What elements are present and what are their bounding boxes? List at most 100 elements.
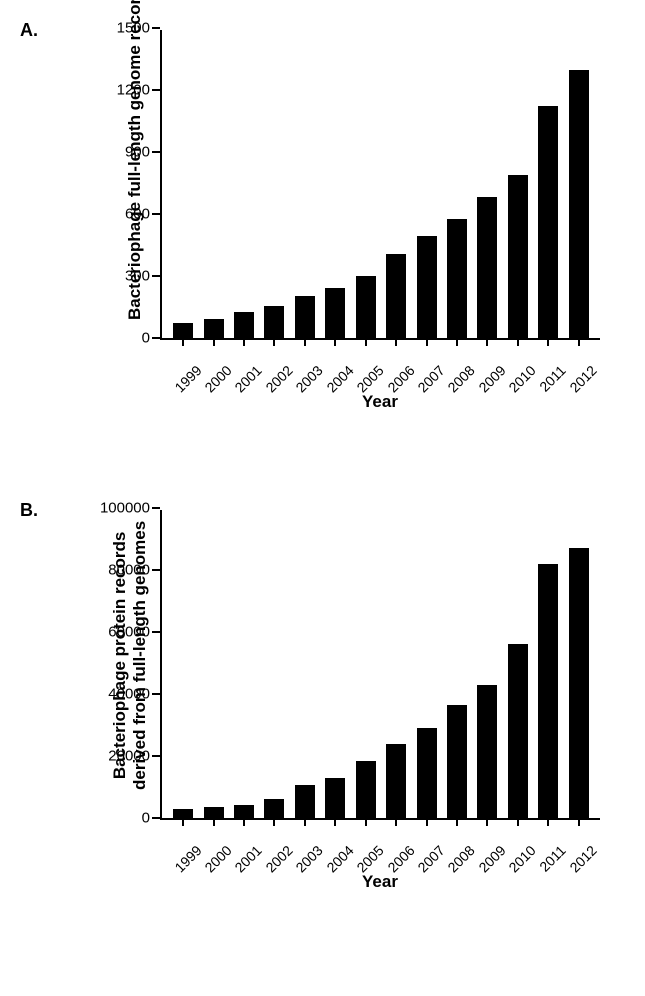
ytick-label: 1500 xyxy=(117,20,150,37)
bar-slot xyxy=(198,510,228,818)
bar-slot xyxy=(259,30,289,338)
xtick-label: 2010 xyxy=(506,842,539,875)
xtick-mark xyxy=(517,338,519,346)
xtick-mark xyxy=(426,338,428,346)
xtick-mark xyxy=(273,338,275,346)
bar xyxy=(417,728,437,818)
bar-slot xyxy=(472,510,502,818)
xtick-label: 2009 xyxy=(475,842,508,875)
ytick-label: 40000 xyxy=(108,686,150,703)
xtick-label: 1999 xyxy=(171,842,204,875)
bar xyxy=(569,548,589,818)
xtick-label: 2010 xyxy=(506,362,539,395)
bar xyxy=(447,219,467,338)
xtick-label: 2007 xyxy=(414,842,447,875)
ytick-label: 0 xyxy=(142,810,150,827)
xtick-label: 2008 xyxy=(445,842,478,875)
bar xyxy=(477,197,497,338)
ytick-label: 1200 xyxy=(117,82,150,99)
ytick-mark xyxy=(152,89,160,91)
ytick-label: 600 xyxy=(125,206,150,223)
xtick-mark xyxy=(486,818,488,826)
bar-slot xyxy=(259,510,289,818)
xtick-label: 2000 xyxy=(202,362,235,395)
xtick-label: 2005 xyxy=(354,842,387,875)
xtick-label: 2011 xyxy=(536,362,569,395)
panel-a-bars xyxy=(162,30,600,338)
xtick-label: 2002 xyxy=(262,842,295,875)
bar xyxy=(447,705,467,818)
ytick-mark xyxy=(152,275,160,277)
panel-a: A. Bacteriophage full-length genome reco… xyxy=(20,20,615,490)
xtick-mark xyxy=(395,818,397,826)
bar xyxy=(386,254,406,338)
xtick-label: 2003 xyxy=(293,362,326,395)
bar-slot xyxy=(563,30,593,338)
panel-a-chart: Bacteriophage full-length genome records… xyxy=(100,20,615,412)
xtick-label: 2006 xyxy=(384,842,417,875)
ytick-label: 100000 xyxy=(100,500,150,517)
xtick-mark xyxy=(304,818,306,826)
xtick-mark xyxy=(365,338,367,346)
bar xyxy=(356,276,376,338)
bar-slot xyxy=(472,30,502,338)
ytick-mark xyxy=(152,755,160,757)
xtick-label: 2011 xyxy=(536,842,569,875)
xtick-label: 2000 xyxy=(202,842,235,875)
ytick-mark xyxy=(152,507,160,509)
xtick-label: 2003 xyxy=(293,842,326,875)
bar xyxy=(538,564,558,818)
xtick-mark xyxy=(182,818,184,826)
xtick-mark xyxy=(304,338,306,346)
bar-slot xyxy=(351,30,381,338)
bar xyxy=(234,312,254,338)
ytick-mark xyxy=(152,337,160,339)
bar xyxy=(234,805,254,818)
bar-slot xyxy=(351,510,381,818)
bar-slot xyxy=(198,30,228,338)
panel-a-label: A. xyxy=(20,20,38,41)
panel-b: B. Bacteriophage protein records derived… xyxy=(20,500,615,980)
bar-slot xyxy=(503,510,533,818)
figure-page: A. Bacteriophage full-length genome reco… xyxy=(0,0,645,996)
bar xyxy=(538,106,558,339)
xtick-label: 2002 xyxy=(262,362,295,395)
xtick-label: 2004 xyxy=(323,362,356,395)
xtick-mark xyxy=(517,818,519,826)
ytick-label: 20000 xyxy=(108,748,150,765)
xtick-mark xyxy=(547,338,549,346)
ytick-mark xyxy=(152,693,160,695)
ytick-mark xyxy=(152,27,160,29)
xtick-mark xyxy=(395,338,397,346)
xtick-mark xyxy=(456,818,458,826)
xtick-label: 1999 xyxy=(171,362,204,395)
xtick-mark xyxy=(578,338,580,346)
bar-slot xyxy=(290,510,320,818)
xtick-mark xyxy=(213,338,215,346)
ytick-mark xyxy=(152,151,160,153)
bar xyxy=(173,809,193,818)
xtick-label: 2005 xyxy=(354,362,387,395)
panel-b-label: B. xyxy=(20,500,38,521)
xtick-mark xyxy=(486,338,488,346)
bar xyxy=(295,785,315,818)
ytick-mark xyxy=(152,569,160,571)
panel-a-plot-area: 030060090012001500 199920002001200220032… xyxy=(160,30,600,340)
bar-slot xyxy=(381,30,411,338)
bar xyxy=(264,799,284,818)
ytick-label: 80000 xyxy=(108,562,150,579)
bar-slot xyxy=(320,510,350,818)
bar-slot xyxy=(533,510,563,818)
bar-slot xyxy=(168,510,198,818)
ytick-mark xyxy=(152,631,160,633)
bar xyxy=(508,175,528,338)
bar-slot xyxy=(411,30,441,338)
panel-b-plot-area: 020000400006000080000100000 199920002001… xyxy=(160,510,600,820)
bar-slot xyxy=(442,510,472,818)
ytick-label: 300 xyxy=(125,268,150,285)
xtick-mark xyxy=(578,818,580,826)
xtick-mark xyxy=(365,818,367,826)
ytick-label: 0 xyxy=(142,330,150,347)
xtick-mark xyxy=(243,338,245,346)
bar xyxy=(477,685,497,818)
